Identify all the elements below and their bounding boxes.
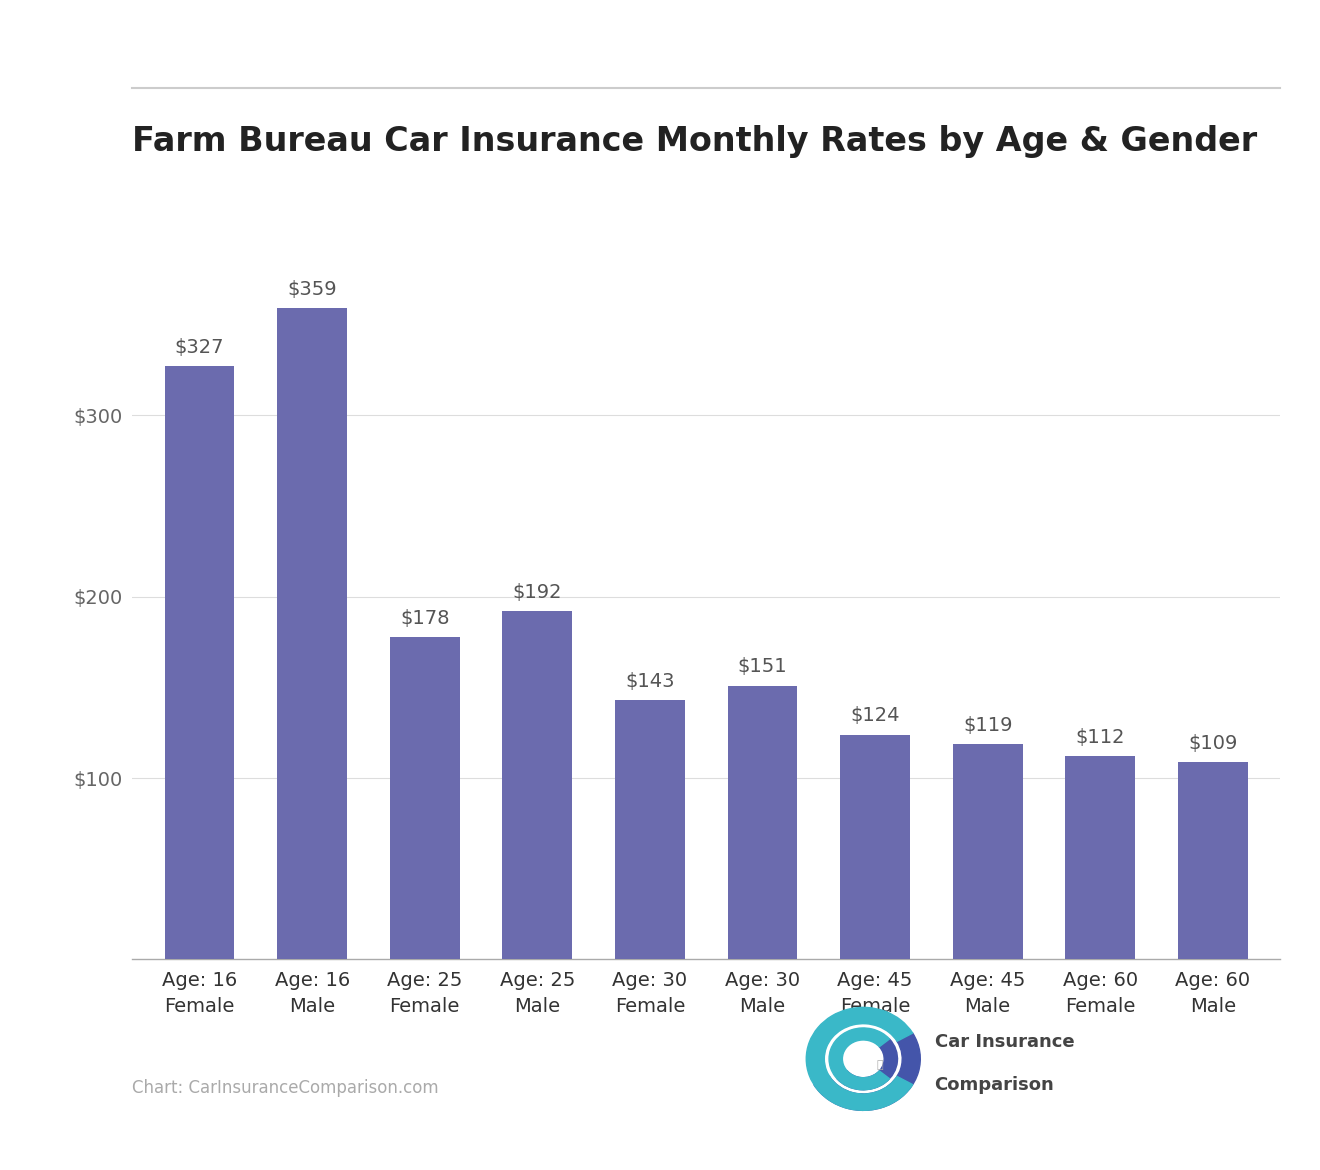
Bar <box>1177 762 1247 959</box>
Text: 🚗: 🚗 <box>876 1060 883 1071</box>
Text: Comparison: Comparison <box>935 1075 1055 1094</box>
Text: $112: $112 <box>1076 728 1125 748</box>
Text: Car Insurance: Car Insurance <box>935 1033 1074 1051</box>
Text: $124: $124 <box>850 707 900 725</box>
Text: $143: $143 <box>626 672 675 691</box>
Text: $327: $327 <box>174 338 224 357</box>
Wedge shape <box>837 1039 898 1089</box>
Wedge shape <box>829 1028 890 1089</box>
Text: $359: $359 <box>288 281 337 300</box>
Bar <box>503 611 573 959</box>
Bar <box>165 366 235 959</box>
Bar <box>389 636 459 959</box>
Bar <box>841 735 909 959</box>
Text: Chart: CarInsuranceComparison.com: Chart: CarInsuranceComparison.com <box>132 1079 438 1097</box>
Text: $109: $109 <box>1188 734 1238 752</box>
Text: $119: $119 <box>962 716 1012 735</box>
Text: Farm Bureau Car Insurance Monthly Rates by Age & Gender: Farm Bureau Car Insurance Monthly Rates … <box>132 125 1257 158</box>
Bar <box>727 686 797 959</box>
Bar <box>277 309 347 959</box>
Wedge shape <box>814 1033 920 1110</box>
Bar <box>953 744 1023 959</box>
Bar <box>615 700 685 959</box>
Text: $151: $151 <box>738 658 787 676</box>
Text: $192: $192 <box>512 583 562 603</box>
Bar <box>1065 756 1135 959</box>
Text: $178: $178 <box>400 608 450 627</box>
Wedge shape <box>807 1007 912 1110</box>
